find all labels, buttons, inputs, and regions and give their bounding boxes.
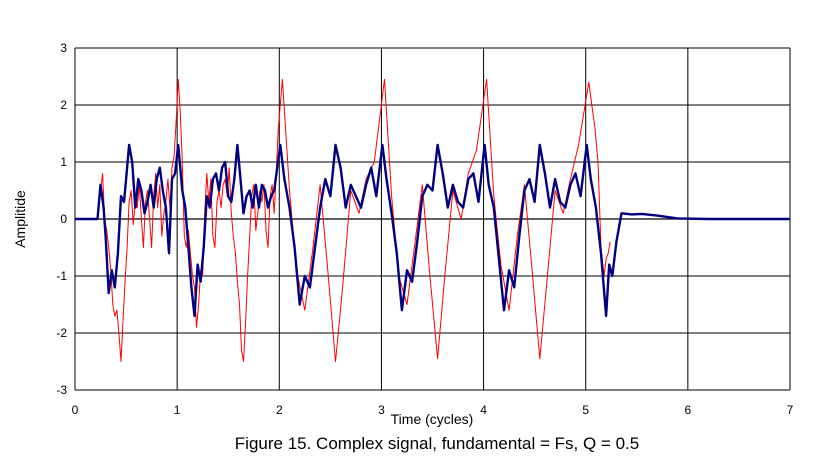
x-tick-label-1: 1 [174, 403, 181, 417]
x-tick-label-0: 0 [72, 403, 79, 417]
x-tick-label-5: 5 [582, 403, 589, 417]
y-tick-label-5: -2 [56, 326, 67, 340]
y-tick-label-0: 3 [60, 41, 67, 55]
x-axis-ticks: 0 1 2 3 4 5 6 7 [72, 403, 794, 417]
x-tick-label-4: 4 [480, 403, 487, 417]
gridlines [74, 47, 791, 391]
y-axis-ticks: 3 2 1 0 -1 -2 -3 [56, 41, 67, 397]
y-tick-label-4: -1 [56, 269, 67, 283]
x-tick-label-6: 6 [685, 403, 692, 417]
series-layer [75, 78, 790, 362]
series-line-0 [75, 143, 790, 318]
y-tick-label-6: -3 [56, 383, 67, 397]
y-tick-label-1: 2 [60, 98, 67, 112]
x-tick-label-3: 3 [378, 403, 385, 417]
y-tick-label-3: 0 [60, 212, 67, 226]
x-tick-label-2: 2 [276, 403, 283, 417]
y-axis-label: Amplitide [12, 190, 28, 248]
y-tick-label-2: 1 [60, 155, 67, 169]
series-line-1 [75, 78, 611, 362]
x-tick-label-7: 7 [787, 403, 794, 417]
x-axis-label: Time (cycles) [391, 411, 474, 427]
figure-caption: Figure 15. Complex signal, fundamental =… [235, 434, 639, 453]
